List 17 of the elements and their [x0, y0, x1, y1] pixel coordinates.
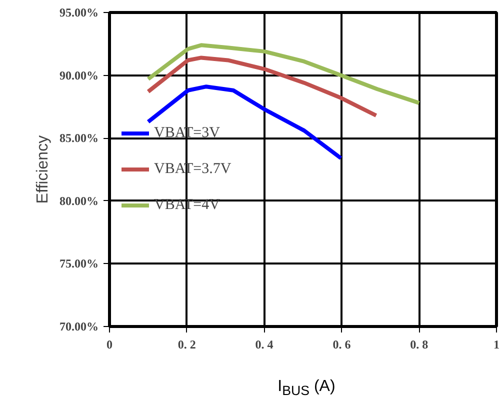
x-tick-label: 0 [106, 338, 112, 352]
y-tick-label: 85.00% [60, 131, 98, 146]
y-tick-label: 95.00% [60, 6, 98, 20]
y-tick-label: 70.00% [60, 320, 98, 334]
x-axis-title: I$_{BUS}$ (A) [278, 377, 336, 400]
x-tick-label: 0. 8 [410, 338, 428, 352]
x-tick-label: 0. 2 [178, 338, 196, 352]
y-tick-label: 75.00% [60, 256, 98, 271]
y-axis-title: Efficiency [34, 135, 52, 204]
x-tick-label: 0. 6 [332, 338, 351, 352]
x-tick-label: 1 [494, 338, 500, 352]
line-series [146, 43, 422, 105]
line-series [146, 84, 343, 160]
x-tick-label: 0. 4 [255, 338, 274, 352]
y-tick-label: 80.00% [60, 194, 98, 208]
line-series [146, 56, 378, 118]
y-tick-label: 90.00% [60, 68, 98, 82]
